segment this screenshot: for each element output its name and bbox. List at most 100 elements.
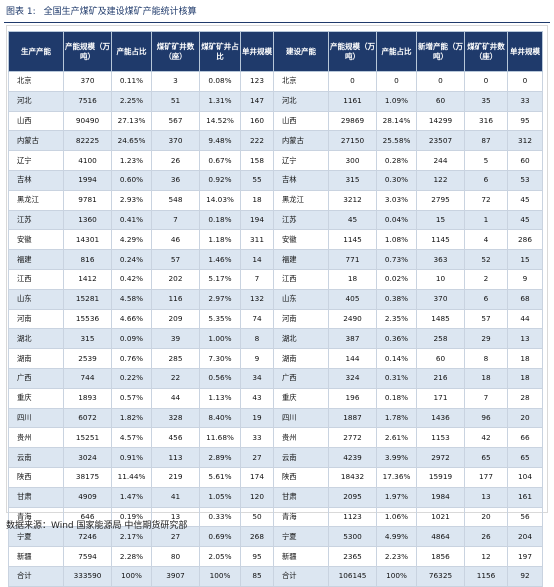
province-cell: 湖南: [273, 348, 329, 369]
value-cell: 1.13%: [199, 387, 241, 409]
column-header: 煤矿矿井占比: [199, 31, 241, 72]
value-cell: 36: [151, 169, 200, 191]
value-cell: 300: [328, 150, 377, 171]
value-cell: 6: [464, 288, 508, 310]
value-cell: 100%: [376, 565, 417, 587]
value-cell: 10: [416, 268, 465, 290]
value-cell: 0.08%: [199, 71, 241, 92]
value-cell: 90490: [63, 110, 112, 132]
province-cell: 辽宁: [8, 150, 64, 171]
value-cell: 5.35%: [199, 308, 241, 330]
value-cell: 171: [416, 387, 465, 409]
value-cell: 4.57%: [111, 427, 152, 449]
value-cell: 0.69%: [199, 526, 241, 548]
value-cell: 456: [151, 427, 200, 449]
figure-title: 全国生产煤矿及建设煤矿产能统计核算: [43, 7, 197, 17]
province-cell: 吉林: [8, 169, 64, 191]
value-cell: 1.82%: [111, 407, 152, 429]
value-cell: 3.03%: [376, 189, 417, 211]
column-header: 建设产能: [273, 31, 329, 72]
value-cell: 1360: [63, 209, 112, 231]
value-cell: 2095: [328, 486, 377, 508]
value-cell: 1887: [328, 407, 377, 429]
figure-number: 图表 1:: [6, 7, 36, 17]
value-cell: 5300: [328, 526, 377, 548]
table-row: 安徽 14301 4.29% 46 1.18% 311 安徽 1145 1.08% 1145 4 28…: [8, 229, 543, 251]
value-cell: 0.18%: [199, 209, 241, 231]
value-cell: 19: [240, 407, 274, 429]
column-header: 煤矿矿井数（座）: [151, 31, 200, 72]
column-header: 新增产能（万吨）: [416, 31, 465, 72]
value-cell: 405: [328, 288, 377, 310]
value-cell: 771: [328, 249, 377, 270]
value-cell: 2.05%: [199, 546, 241, 567]
value-cell: 14.52%: [199, 110, 241, 132]
province-cell: 宁夏: [273, 526, 329, 548]
value-cell: 315: [328, 169, 377, 191]
table-row: 甘肃 4909 1.47% 41 1.05% 120 甘肃 2095 1.97% 1984 13 16…: [8, 486, 543, 508]
value-cell: 72: [464, 189, 508, 211]
column-header: 单井规模: [507, 31, 543, 72]
value-cell: 74: [240, 308, 274, 330]
value-cell: 2: [464, 268, 508, 290]
value-cell: 370: [416, 288, 465, 310]
column-header: 产能规模（万吨）: [328, 31, 377, 72]
value-cell: 0.24%: [111, 249, 152, 270]
value-cell: 1021: [416, 506, 465, 528]
value-cell: 14.03%: [199, 189, 241, 211]
value-cell: 18: [507, 348, 543, 369]
value-cell: 18: [464, 367, 508, 389]
value-cell: 14299: [416, 110, 465, 132]
value-cell: 7.30%: [199, 348, 241, 369]
value-cell: 1856: [416, 546, 465, 567]
value-cell: 1893: [63, 387, 112, 409]
province-cell: 北京: [8, 71, 64, 92]
value-cell: 7: [240, 268, 274, 290]
value-cell: 56: [507, 506, 543, 528]
value-cell: 1.09%: [376, 90, 417, 112]
province-cell: 山西: [8, 110, 64, 132]
value-cell: 2.61%: [376, 427, 417, 449]
value-cell: 285: [151, 348, 200, 369]
province-cell: 新疆: [273, 546, 329, 567]
value-cell: 4.29%: [111, 229, 152, 251]
province-cell: 重庆: [8, 387, 64, 409]
table-row: 河南 15536 4.66% 209 5.35% 74 河南 2490 2.35% 1485 57 4…: [8, 308, 543, 330]
value-cell: 100%: [199, 565, 241, 587]
value-cell: 45: [328, 209, 377, 231]
value-cell: 174: [240, 466, 274, 488]
value-cell: 2972: [416, 447, 465, 468]
value-cell: 1.00%: [199, 328, 241, 350]
column-header: 煤矿矿井数（座）: [464, 31, 508, 72]
value-cell: 14301: [63, 229, 112, 251]
value-cell: 4.58%: [111, 288, 152, 310]
value-cell: 8: [240, 328, 274, 350]
value-cell: 3.99%: [376, 447, 417, 468]
value-cell: 2795: [416, 189, 465, 211]
value-cell: 15281: [63, 288, 112, 310]
value-cell: 5.17%: [199, 268, 241, 290]
value-cell: 1412: [63, 268, 112, 290]
value-cell: 42: [464, 427, 508, 449]
value-cell: 85: [240, 565, 274, 587]
value-cell: 0.38%: [376, 288, 417, 310]
value-cell: 177: [464, 466, 508, 488]
value-cell: 7594: [63, 546, 112, 567]
value-cell: 0.57%: [111, 387, 152, 409]
province-cell: 安徽: [8, 229, 64, 251]
value-cell: 0.42%: [111, 268, 152, 290]
value-cell: 258: [416, 328, 465, 350]
table-row: 江苏 1360 0.41% 7 0.18% 194 江苏 45 0.04% 15 1 45: [8, 209, 543, 231]
value-cell: 76325: [416, 565, 465, 587]
value-cell: 50: [240, 506, 274, 528]
value-cell: 2.89%: [199, 447, 241, 468]
value-cell: 0.92%: [199, 169, 241, 191]
value-cell: 1.05%: [199, 486, 241, 508]
value-cell: 0.04%: [376, 209, 417, 231]
province-cell: 内蒙古: [273, 130, 329, 152]
value-cell: 5.61%: [199, 466, 241, 488]
province-cell: 广西: [273, 367, 329, 389]
value-cell: 46: [151, 229, 200, 251]
table-row: 重庆 1893 0.57% 44 1.13% 43 重庆 196 0.18% 171 7 28: [8, 387, 543, 409]
table-row: 贵州 15251 4.57% 456 11.68% 33 贵州 2772 2.61% 1153 42…: [8, 427, 543, 449]
